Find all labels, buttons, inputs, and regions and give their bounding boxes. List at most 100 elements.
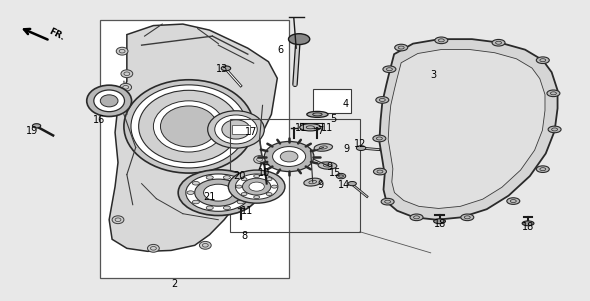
Text: 4: 4: [342, 99, 348, 109]
Ellipse shape: [100, 95, 118, 107]
Ellipse shape: [224, 206, 231, 209]
Ellipse shape: [120, 83, 132, 91]
Ellipse shape: [237, 200, 244, 204]
Ellipse shape: [160, 106, 217, 147]
Ellipse shape: [192, 200, 199, 204]
Text: 20: 20: [233, 171, 245, 181]
Ellipse shape: [186, 174, 251, 211]
Ellipse shape: [314, 144, 333, 151]
Text: 9: 9: [317, 180, 323, 190]
Ellipse shape: [242, 191, 250, 194]
Ellipse shape: [187, 191, 194, 194]
Bar: [230, 119, 360, 232]
Text: 8: 8: [242, 231, 248, 241]
Ellipse shape: [224, 176, 231, 179]
Text: 10: 10: [258, 168, 270, 178]
Ellipse shape: [435, 37, 448, 44]
Ellipse shape: [121, 70, 133, 78]
Text: 19: 19: [26, 126, 38, 136]
Ellipse shape: [461, 214, 474, 221]
Ellipse shape: [215, 115, 257, 144]
Ellipse shape: [199, 241, 211, 249]
Ellipse shape: [241, 178, 247, 181]
Ellipse shape: [241, 193, 247, 196]
Polygon shape: [388, 50, 545, 209]
Text: 2: 2: [171, 279, 177, 290]
Ellipse shape: [228, 170, 285, 203]
Bar: [313, 89, 351, 113]
Ellipse shape: [434, 219, 445, 224]
Ellipse shape: [536, 57, 549, 64]
Text: 11: 11: [296, 123, 307, 133]
Text: 5: 5: [330, 114, 336, 124]
Ellipse shape: [280, 151, 298, 162]
Ellipse shape: [254, 156, 266, 163]
Ellipse shape: [124, 80, 254, 173]
Polygon shape: [109, 24, 277, 251]
Ellipse shape: [373, 168, 386, 175]
Ellipse shape: [264, 141, 314, 172]
Ellipse shape: [266, 193, 272, 196]
Ellipse shape: [208, 111, 264, 148]
Ellipse shape: [522, 221, 534, 226]
Text: 6: 6: [277, 45, 283, 55]
Ellipse shape: [318, 162, 337, 169]
Ellipse shape: [221, 66, 231, 71]
Ellipse shape: [271, 185, 277, 188]
Ellipse shape: [383, 66, 396, 73]
Text: 18: 18: [522, 222, 534, 232]
Text: FR.: FR.: [47, 27, 66, 42]
Ellipse shape: [153, 101, 224, 152]
Ellipse shape: [206, 206, 213, 209]
Ellipse shape: [336, 173, 346, 179]
Ellipse shape: [178, 170, 258, 216]
Ellipse shape: [300, 124, 321, 131]
Bar: [100, 20, 289, 278]
Text: 21: 21: [204, 192, 215, 202]
Ellipse shape: [373, 135, 386, 142]
Ellipse shape: [547, 90, 560, 97]
Ellipse shape: [148, 244, 159, 252]
Ellipse shape: [304, 178, 322, 186]
Ellipse shape: [348, 182, 356, 186]
Ellipse shape: [492, 39, 505, 46]
Text: 18: 18: [434, 219, 446, 229]
Text: 13: 13: [217, 64, 228, 74]
Ellipse shape: [139, 90, 239, 163]
Ellipse shape: [266, 178, 272, 181]
Ellipse shape: [289, 34, 310, 45]
Ellipse shape: [376, 97, 389, 103]
Ellipse shape: [507, 198, 520, 204]
Polygon shape: [379, 39, 558, 220]
Ellipse shape: [204, 184, 233, 201]
Ellipse shape: [548, 126, 561, 133]
Ellipse shape: [192, 182, 199, 185]
Ellipse shape: [307, 111, 328, 117]
Text: 7: 7: [317, 126, 323, 136]
Ellipse shape: [254, 196, 260, 199]
Text: 16: 16: [93, 115, 105, 126]
Ellipse shape: [236, 185, 242, 188]
Ellipse shape: [237, 182, 244, 185]
Text: 15: 15: [329, 168, 341, 178]
Text: 9: 9: [343, 144, 349, 154]
Ellipse shape: [222, 120, 250, 139]
Ellipse shape: [381, 198, 394, 205]
Ellipse shape: [249, 182, 264, 191]
Ellipse shape: [235, 174, 278, 199]
Ellipse shape: [131, 85, 247, 168]
Ellipse shape: [395, 44, 408, 51]
Ellipse shape: [254, 175, 260, 178]
Ellipse shape: [206, 176, 213, 179]
Ellipse shape: [410, 214, 423, 221]
Ellipse shape: [116, 47, 128, 55]
Ellipse shape: [112, 216, 124, 224]
Text: 9: 9: [327, 162, 333, 172]
Ellipse shape: [94, 90, 124, 112]
Ellipse shape: [195, 179, 242, 206]
Bar: [232, 125, 250, 134]
Ellipse shape: [536, 166, 549, 172]
Text: 3: 3: [431, 70, 437, 80]
Text: 14: 14: [338, 180, 350, 190]
Ellipse shape: [273, 147, 306, 166]
